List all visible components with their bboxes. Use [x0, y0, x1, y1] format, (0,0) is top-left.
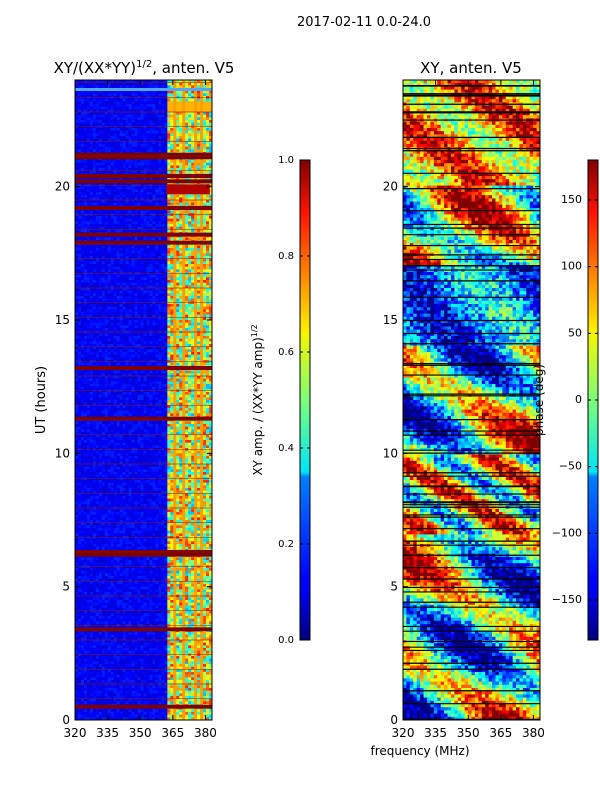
amplitude-panel-title: XY/(XX*YY)1/2, anten. V5 [54, 59, 235, 77]
phase-panel: XY, anten. V5 320 335 350 365 380 0 5 10 15 20 f… [370, 59, 544, 758]
colorbar-tick-label: −150 [552, 593, 582, 606]
flagged-row [75, 155, 212, 160]
y-tick-label: 5 [62, 580, 70, 594]
colorbar-tick-label: 0.6 [278, 347, 294, 358]
colorbar-tick-label: 100 [561, 260, 582, 273]
x-tick-label: 380 [194, 726, 217, 740]
amplitude-colorbar-label: XY amp. / (XX*YY amp)1/2 [250, 324, 265, 475]
flagged-row [75, 206, 212, 210]
y-tick-label: 5 [390, 580, 398, 594]
phase-axes-frame [402, 79, 541, 721]
x-tick-label: 335 [424, 726, 447, 740]
y-tick-label: 20 [383, 180, 398, 194]
phase-x-axis: 320 335 350 365 380 [392, 80, 545, 740]
y-tick-label: 15 [383, 313, 398, 327]
phase-colorbar-label: phase (deg) [532, 364, 546, 436]
y-tick-label: 10 [383, 446, 398, 460]
amplitude-y-label: UT (hours) [34, 366, 49, 434]
amplitude-y-axis: 0 5 10 15 20 [55, 180, 212, 727]
amplitude-x-axis: 320 335 350 365 380 [64, 80, 217, 740]
phase-colorbar-ticks: 150 100 50 0 −50 −100 −150 [552, 193, 598, 606]
y-tick-label: 20 [55, 180, 70, 194]
amplitude-colorbar-gradient [299, 159, 311, 641]
x-tick-label: 365 [489, 726, 512, 740]
amplitude-axes-frame [74, 79, 213, 721]
flagged-row [75, 232, 212, 237]
y-tick-label: 10 [55, 446, 70, 460]
phase-panel-title: XY, anten. V5 [420, 59, 522, 77]
colorbar-tick-label: −50 [559, 460, 582, 473]
flagged-row [75, 174, 212, 178]
amplitude-colorbar: 0.0 0.2 0.4 0.6 0.8 1.0 XY amp. / (XX*YY amp)… [250, 155, 311, 646]
x-tick-label: 320 [64, 726, 87, 740]
colorbar-tick-label: 1.0 [278, 155, 294, 166]
flagged-row [75, 627, 212, 632]
amplitude-heatmap [75, 80, 212, 720]
x-tick-label: 380 [522, 726, 545, 740]
x-tick-label: 365 [161, 726, 184, 740]
colorbar-tick-label: 50 [568, 326, 582, 339]
x-tick-label: 320 [392, 726, 415, 740]
phase-y-axis: 0 5 10 15 20 [383, 180, 540, 727]
flagged-row [75, 552, 212, 557]
colorbar-tick-label: 0.8 [278, 251, 294, 262]
hot-spot [166, 184, 210, 195]
figure-suptitle: 2017-02-11 0.0-24.0 [297, 15, 431, 30]
phase-colorbar: 150 100 50 0 −50 −100 −150 phase (deg) [532, 159, 599, 641]
colorbar-tick-label: 0.0 [278, 635, 294, 646]
x-tick-label: 350 [129, 726, 152, 740]
y-tick-label: 0 [390, 713, 398, 727]
y-tick-label: 0 [62, 713, 70, 727]
x-tick-label: 350 [457, 726, 480, 740]
colorbar-tick-label: −100 [552, 526, 582, 539]
flagged-row [75, 152, 212, 157]
flagged-row [75, 704, 212, 709]
colorbar-tick-label: 0.4 [278, 443, 294, 454]
amplitude-colorbar-ticks: 0.0 0.2 0.4 0.6 0.8 1.0 [278, 155, 310, 646]
amplitude-panel: XY/(XX*YY)1/2, anten. V5 320 335 350 365 380… [34, 59, 234, 740]
colorbar-tick-label: 150 [561, 193, 582, 206]
phase-x-label: frequency (MHz) [370, 744, 469, 758]
y-tick-label: 15 [55, 313, 70, 327]
flagged-row [75, 416, 212, 421]
colorbar-tick-label: 0.2 [278, 539, 294, 550]
x-tick-label: 335 [96, 726, 119, 740]
flagged-row [75, 366, 212, 370]
phase-heatmap [403, 80, 540, 720]
flagged-row [75, 179, 212, 184]
flagged-row [75, 240, 212, 245]
colorbar-tick-label: 0 [575, 393, 582, 406]
